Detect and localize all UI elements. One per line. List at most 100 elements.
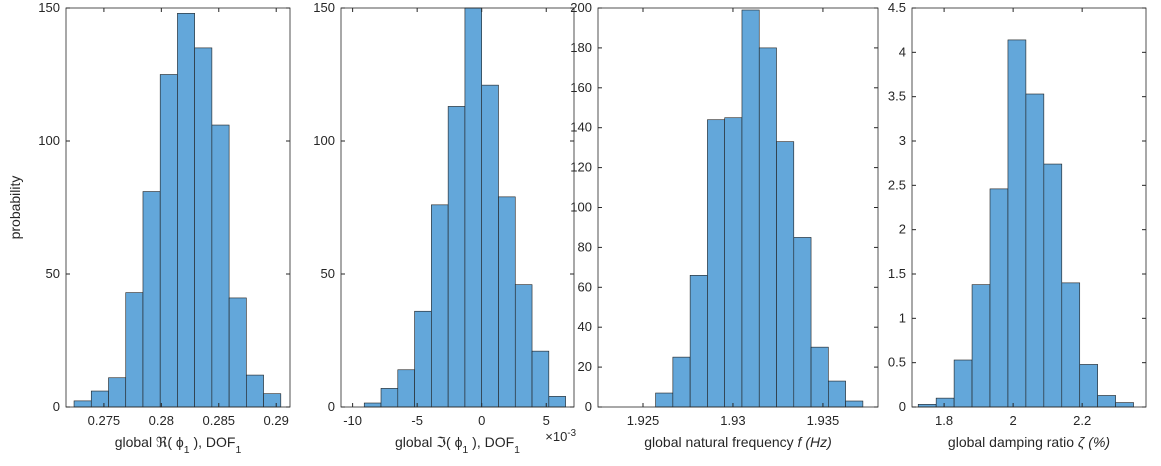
axes: 0 0.5 1 1.5 2 2.5 3 3.5 4 4.5 1.8 2 2.2 global dampin… [888, 0, 1147, 450]
label-part: global ℑ( ϕ [395, 434, 463, 450]
bar [953, 359, 973, 408]
bar [758, 47, 777, 408]
bar [1097, 395, 1116, 408]
bar [845, 400, 864, 408]
label-part: ), DOF [468, 434, 514, 450]
bar [689, 275, 708, 408]
x-tick-label: 1.925 [627, 413, 660, 428]
bar [414, 310, 432, 408]
x-tick-label: 0.275 [88, 413, 121, 428]
x-tick-label: 2 [1010, 413, 1017, 428]
y-tick-label: 2.5 [888, 177, 906, 192]
y-tick-label: 100 [38, 133, 60, 148]
bar [73, 400, 92, 408]
bar [531, 350, 550, 408]
bar [655, 392, 674, 408]
y-tick-label: 180 [570, 40, 592, 55]
x-tick-label: 1.93 [720, 413, 745, 428]
x-tick-label: 5 [543, 413, 550, 428]
bar [1007, 39, 1027, 408]
bar [724, 117, 743, 408]
axes-box [911, 7, 1147, 408]
bar [935, 397, 955, 408]
bar [228, 297, 247, 408]
label-part: ζ (%) [1078, 434, 1110, 450]
label-part: global damping ratio [948, 434, 1078, 450]
y-tick-label: 50 [321, 266, 335, 281]
axes: 0 50 100 150 0.275 0.28 0.285 0.29 global ℜ( ϕ1 … [7, 0, 291, 456]
y-tick-label: 140 [570, 120, 592, 135]
bar [142, 191, 161, 408]
bar [1025, 93, 1045, 408]
label-part: global ℜ( ϕ [115, 434, 184, 450]
bar [481, 84, 499, 408]
x-axis-label: global natural frequency f (Hz) [644, 434, 832, 450]
y-tick-label: 3 [899, 133, 906, 148]
y-tick-label: 0 [53, 399, 60, 414]
x-exponent: ×10-3 [545, 428, 576, 445]
bar [211, 124, 230, 408]
x-tick-label: 0.29 [264, 413, 289, 428]
y-tick-label: 4 [899, 44, 906, 59]
label-part: 1 [184, 444, 190, 456]
y-tick-label: 60 [578, 279, 592, 294]
bar [90, 390, 109, 408]
bar [971, 284, 991, 408]
bar [514, 284, 533, 408]
y-tick-label: 3.5 [888, 89, 906, 104]
bar [159, 74, 178, 408]
bar [431, 204, 449, 408]
x-tick-label: 0 [478, 413, 485, 428]
y-tick-label: 0.5 [888, 355, 906, 370]
y-tick-label: 100 [313, 133, 335, 148]
x-tick-label: 2.2 [1073, 413, 1091, 428]
bar [194, 47, 213, 408]
y-tick-label: 150 [38, 0, 60, 15]
label-part: f (Hz) [798, 434, 832, 450]
y-tick-label: 1.5 [888, 266, 906, 281]
bar [810, 346, 829, 408]
bar [672, 356, 691, 408]
bar [707, 119, 725, 408]
label-part: 1 [462, 444, 468, 456]
bar [447, 106, 466, 408]
y-tick-label: 0 [899, 399, 906, 414]
y-tick-label: 120 [570, 160, 592, 175]
x-tick-label: 0.28 [149, 413, 174, 428]
bar [1079, 364, 1098, 408]
x-axis-label: global ℜ( ϕ1 ), DOF1 [115, 434, 242, 456]
bar [828, 380, 846, 408]
axes: 0 20 40 60 80 100 120 140 160 180 200 1.925 1.93 1.93… [570, 0, 879, 450]
bar [464, 7, 483, 408]
x-tick-label: 1.8 [935, 413, 953, 428]
bar [498, 196, 516, 408]
bar [776, 141, 795, 408]
y-axis-label: probability [7, 176, 23, 240]
bar [989, 188, 1009, 408]
bar [363, 402, 382, 408]
y-tick-label: 80 [578, 239, 592, 254]
y-tick-label: 40 [578, 319, 592, 334]
label-part: 1 [514, 444, 520, 456]
bar [548, 396, 566, 408]
bar [1061, 282, 1081, 408]
y-tick-label: 100 [570, 200, 592, 215]
x-tick-label: 1.935 [807, 413, 840, 428]
bar [380, 388, 399, 408]
bar [263, 393, 282, 408]
label-part: -3 [567, 428, 576, 439]
bar [793, 237, 812, 408]
y-tick-label: 200 [570, 0, 592, 15]
y-tick-label: 160 [570, 80, 592, 95]
bar [1043, 163, 1063, 408]
label-part: ), DOF [190, 434, 236, 450]
y-tick-label: 50 [46, 266, 60, 281]
bar [177, 13, 195, 408]
label-part: 1 [235, 444, 241, 456]
x-axis-label: global ℑ( ϕ1 ), DOF1 [395, 434, 520, 456]
bar [125, 292, 144, 408]
label-part: global natural frequency [644, 434, 797, 450]
axes-box [65, 7, 291, 408]
bar [108, 377, 127, 408]
x-axis-label: global damping ratio ζ (%) [948, 434, 1110, 450]
